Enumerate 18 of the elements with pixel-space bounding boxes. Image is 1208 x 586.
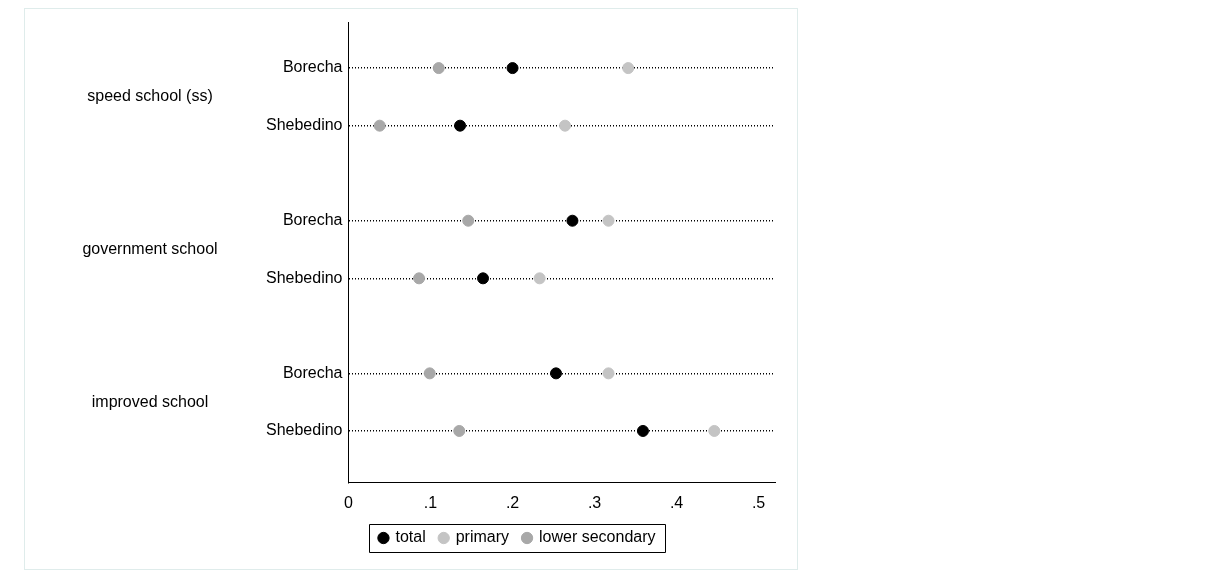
y-tick-label: Borecha [282,58,343,76]
x-tick-label: .5 [751,493,766,511]
legend-label: lower secondary [539,528,656,546]
x-tick-label: .4 [669,493,684,511]
y-tick-label: Shebedino [266,421,343,439]
legend-label: total [395,528,426,546]
x-tick-label: .3 [587,493,602,511]
y-tick-label: Shebedino [266,268,343,286]
text: improved school [91,392,209,410]
x-tick-label: 0 [344,493,354,511]
y-tick-label: Borecha [282,211,343,229]
x-tick-label: .1 [423,493,438,511]
text: speed school (ss) [87,87,213,105]
text: government school [82,239,218,257]
legend-label: primary [455,528,510,546]
y-tick-label: Borecha [282,363,343,381]
x-tick-label: .2 [505,493,520,511]
y-tick-label: Shebedino [266,116,343,134]
